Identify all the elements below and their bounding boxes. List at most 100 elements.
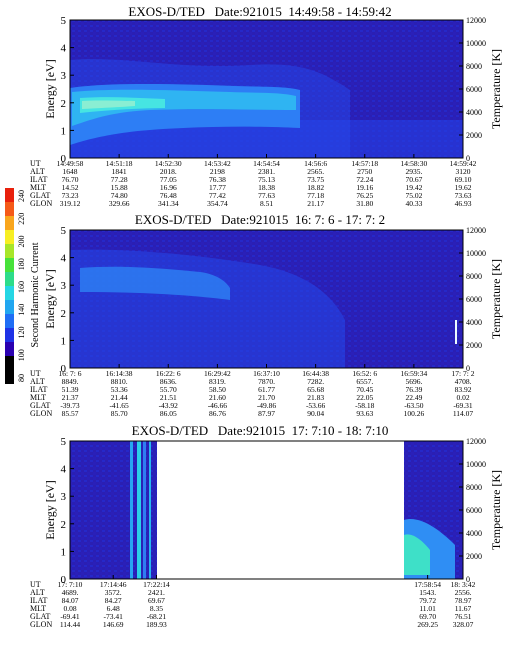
table-cell: 189.93 bbox=[146, 620, 167, 629]
y2-tick-label: 8000 bbox=[466, 62, 482, 71]
table-cell: 79.72 bbox=[419, 596, 436, 605]
panel-2: EXOS-D/TED Date:921015 16: 7: 6 - 17: 7:… bbox=[30, 212, 503, 418]
table-cell: 3120 bbox=[456, 167, 471, 176]
table-cell: 0.08 bbox=[63, 604, 76, 613]
table-cell: 17:22:14 bbox=[143, 580, 170, 589]
panel-3-title: EXOS-D/TED Date:921015 17: 7:10 - 18: 7:… bbox=[132, 423, 389, 438]
table-cell: 78.97 bbox=[455, 596, 472, 605]
y2-tick-label: 2000 bbox=[466, 131, 482, 140]
table-cell: 16:52: 6 bbox=[352, 369, 377, 378]
row-label: ALT bbox=[30, 377, 45, 386]
y-tick-label: 1 bbox=[61, 546, 67, 558]
colorbar-swatch bbox=[5, 216, 14, 231]
table-cell: 4708. bbox=[455, 377, 472, 386]
colorbar-tick-label: 160 bbox=[17, 281, 26, 293]
table-cell: 65.68 bbox=[307, 385, 324, 394]
table-cell: 3572. bbox=[105, 588, 122, 597]
table-cell: 70.45 bbox=[356, 385, 373, 394]
y2-tick-label: 2000 bbox=[466, 552, 482, 561]
table-cell: 76.48 bbox=[160, 191, 177, 200]
table-cell: 8636. bbox=[160, 377, 177, 386]
colorbar-black-cap bbox=[5, 370, 14, 384]
table-cell: 7282. bbox=[307, 377, 324, 386]
table-cell: 77.18 bbox=[307, 191, 324, 200]
colorbar-swatch bbox=[5, 286, 14, 301]
y2-tick-label: 2000 bbox=[466, 341, 482, 350]
table-cell: 69.67 bbox=[148, 596, 165, 605]
table-cell: 70.67 bbox=[405, 175, 422, 184]
row-label: ILAT bbox=[30, 175, 47, 184]
panel-3-y2ticks: 0 2000 4000 6000 8000 10000 12000 bbox=[459, 437, 486, 584]
y-tick-label: 4 bbox=[61, 43, 67, 55]
table-cell: 21.44 bbox=[111, 393, 128, 402]
table-cell: 14:54:54 bbox=[253, 159, 280, 168]
table-cell: 76.70 bbox=[62, 175, 79, 184]
table-cell: 16.96 bbox=[160, 183, 177, 192]
table-cell: 14:59:42 bbox=[450, 159, 477, 168]
row-label: MLT bbox=[30, 604, 46, 613]
panel-2-y2label: Temperature [K] bbox=[489, 259, 503, 339]
table-cell: 18.38 bbox=[258, 183, 275, 192]
table-cell: 319.12 bbox=[60, 199, 81, 208]
table-cell: -41.65 bbox=[109, 401, 129, 410]
table-cell: 21.70 bbox=[258, 393, 275, 402]
row-label: UT bbox=[30, 159, 41, 168]
table-cell: 76.38 bbox=[209, 175, 226, 184]
panel-3-streak-2 bbox=[137, 441, 141, 579]
y2-tick-label: 8000 bbox=[466, 272, 482, 281]
panel-1-title: EXOS-D/TED Date:921015 14:49:58 - 14:59:… bbox=[128, 4, 391, 19]
table-cell: 5696. bbox=[405, 377, 422, 386]
table-cell: 1648 bbox=[63, 167, 78, 176]
table-cell: 14:56:6 bbox=[304, 159, 327, 168]
y-tick-label: 0 bbox=[61, 153, 67, 165]
table-cell: 17:58:54 bbox=[414, 580, 441, 589]
table-cell: 16: 7: 6 bbox=[59, 369, 82, 378]
table-cell: 2565. bbox=[307, 167, 324, 176]
table-cell: 6.48 bbox=[107, 604, 120, 613]
colorbar-swatches bbox=[5, 188, 14, 371]
y-tick-label: 4 bbox=[61, 464, 67, 476]
table-cell: 16:59:34 bbox=[401, 369, 428, 378]
y2-tick-label: 10000 bbox=[466, 249, 486, 258]
table-cell: -68.21 bbox=[147, 612, 167, 621]
row-label: ILAT bbox=[30, 596, 47, 605]
table-cell: 76.39 bbox=[405, 385, 422, 394]
table-cell: 2018. bbox=[160, 167, 177, 176]
row-label: GLAT bbox=[30, 612, 51, 621]
table-cell: 69.70 bbox=[419, 612, 436, 621]
colorbar-swatch bbox=[5, 258, 14, 273]
table-cell: 76.51 bbox=[455, 612, 472, 621]
table-cell: 14:58:30 bbox=[401, 159, 428, 168]
panel-2-title: EXOS-D/TED Date:921015 16: 7: 6 - 17: 7:… bbox=[135, 212, 385, 227]
table-cell: 14:53:42 bbox=[204, 159, 231, 168]
table-cell: 7870. bbox=[258, 377, 275, 386]
panel-3-ylabel: Energy [eV] bbox=[43, 480, 57, 539]
table-cell: 341.34 bbox=[158, 199, 179, 208]
y-tick-label: 5 bbox=[61, 225, 67, 237]
table-cell: 114.44 bbox=[60, 620, 81, 629]
panel-3: EXOS-D/TED Date:921015 17: 7:10 - 18: 7:… bbox=[30, 423, 503, 629]
y2-tick-label: 10000 bbox=[466, 460, 486, 469]
y2-tick-label: 6000 bbox=[466, 506, 482, 515]
table-cell: -69.41 bbox=[60, 612, 80, 621]
table-cell: 2198 bbox=[210, 167, 225, 176]
table-cell: 17: 7:10 bbox=[58, 580, 83, 589]
table-cell: 2556. bbox=[455, 588, 472, 597]
colorbar-swatch bbox=[5, 244, 14, 259]
table-cell: 84.27 bbox=[105, 596, 122, 605]
table-cell: 15.88 bbox=[111, 183, 128, 192]
y-tick-label: 5 bbox=[61, 15, 67, 27]
table-cell: 90.04 bbox=[307, 409, 324, 418]
table-cell: 86.76 bbox=[209, 409, 226, 418]
colorbar-swatch bbox=[5, 272, 14, 287]
y-tick-label: 0 bbox=[61, 574, 67, 586]
y2-tick-label: 0 bbox=[466, 575, 470, 584]
table-cell: 329.66 bbox=[109, 199, 130, 208]
panel-3-y2label: Temperature [K] bbox=[489, 470, 503, 550]
table-cell: 61.77 bbox=[258, 385, 275, 394]
table-cell: 18: 3:42 bbox=[451, 580, 476, 589]
table-cell: -46.66 bbox=[208, 401, 228, 410]
panel-3-heatmap bbox=[69, 440, 464, 580]
table-cell: 14.52 bbox=[62, 183, 79, 192]
